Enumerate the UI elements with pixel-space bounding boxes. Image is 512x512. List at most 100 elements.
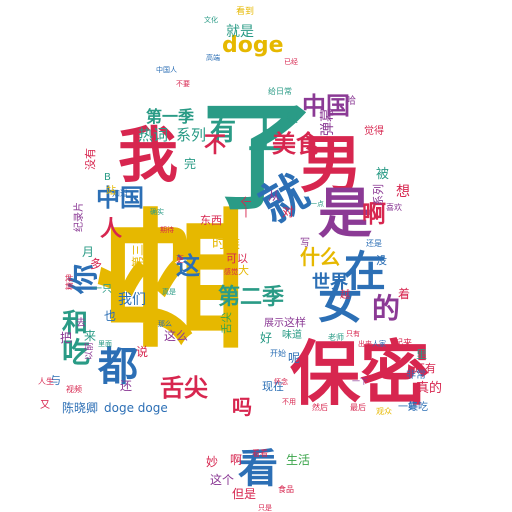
word: 越: [340, 288, 350, 301]
word: 你: [67, 264, 102, 295]
word: 中国人: [156, 65, 177, 74]
word: 中国: [96, 184, 144, 212]
word: 还: [120, 379, 132, 393]
word: 这么: [164, 328, 188, 343]
word: 开始: [270, 348, 286, 358]
word: 也: [104, 309, 116, 323]
word: 只是: [258, 504, 272, 512]
word: 舌尖: [220, 312, 233, 334]
word: 月: [82, 245, 94, 259]
word: 不: [204, 133, 226, 158]
word: 里面: [98, 340, 112, 348]
word: 吗: [232, 395, 252, 419]
word: 只有: [346, 329, 360, 338]
word: 吃: [62, 336, 90, 369]
word: 男: [300, 128, 362, 201]
word: 觉得: [364, 125, 384, 137]
word: 想: [396, 184, 410, 200]
word: 多: [90, 257, 102, 271]
word: 第一季: [146, 107, 195, 126]
word: 有: [210, 117, 236, 147]
word: 知道: [112, 188, 128, 198]
word: 视频: [66, 384, 82, 394]
word: 真是: [162, 287, 176, 296]
word: 就是: [226, 24, 254, 40]
word: 说: [136, 344, 148, 359]
word: 美食: [272, 130, 321, 158]
word: 文化: [204, 15, 218, 24]
word: 给日常: [268, 86, 292, 96]
word: 不要: [176, 80, 190, 88]
word: 这: [176, 252, 200, 280]
word: 系列: [371, 184, 385, 206]
word: 是: [318, 182, 372, 245]
word: 舌尖: [160, 374, 208, 402]
word: 还有: [414, 361, 436, 375]
word: 已经: [284, 57, 298, 66]
word: 都: [97, 344, 138, 390]
word: 这样: [284, 315, 306, 329]
word: 现在: [262, 380, 284, 393]
word: 看到: [236, 5, 254, 17]
word: 大: [238, 263, 249, 277]
word: 没: [376, 254, 387, 267]
word: 观众: [376, 407, 392, 416]
word: 可以: [226, 252, 248, 265]
word: 第二季: [218, 284, 284, 310]
word: 一集: [398, 400, 418, 413]
word: 这个: [210, 472, 234, 487]
word: 的: [372, 292, 400, 325]
word: 写: [300, 237, 310, 249]
word: 那么: [158, 320, 172, 328]
word: 好: [260, 331, 272, 345]
word: 东西: [200, 214, 222, 227]
word: 着: [398, 286, 410, 301]
word: 什么: [300, 245, 340, 269]
word: 和: [62, 309, 88, 339]
word: 但是: [232, 487, 256, 501]
word: 真的: [416, 380, 442, 396]
word: 很: [286, 111, 298, 125]
word: 一点: [310, 200, 324, 208]
word: 老师: [328, 332, 344, 342]
word: 上: [248, 116, 284, 157]
word: 啊: [230, 453, 242, 467]
word: 感觉: [224, 267, 238, 276]
word: 还是: [366, 238, 382, 248]
word: 没有: [83, 148, 97, 170]
word: 站: [106, 184, 116, 197]
word: 呢: [288, 351, 300, 365]
word: 第三季: [131, 232, 145, 268]
word: 人家: [372, 339, 386, 348]
word: 我们: [118, 292, 146, 308]
word: B: [104, 172, 111, 183]
word: 一个: [240, 196, 253, 218]
word: 以前: [83, 342, 95, 360]
word: 精神: [64, 274, 74, 290]
word: 展示: [264, 317, 284, 329]
word: 生活: [286, 453, 310, 467]
word: 弹幕: [320, 108, 336, 136]
word: 盘: [90, 202, 264, 352]
word: 来: [84, 329, 96, 343]
word: 被: [376, 167, 389, 182]
word: 在: [344, 247, 386, 296]
word: 更: [176, 255, 184, 264]
word: 与: [50, 374, 61, 387]
word: doge doge: [104, 401, 168, 415]
word: 一只: [92, 284, 112, 295]
word: 起来: [394, 338, 412, 349]
word: 人: [100, 217, 122, 242]
word: 妙: [206, 455, 218, 469]
word: 不用: [282, 398, 296, 406]
word: 系列: [176, 126, 206, 144]
word: 女: [318, 278, 362, 329]
word: 喜欢: [386, 202, 402, 212]
word: 从: [268, 189, 280, 203]
word: 完: [184, 156, 196, 171]
word: 人生: [38, 376, 54, 386]
word: 时候: [212, 236, 240, 252]
word: 看看: [252, 449, 268, 458]
